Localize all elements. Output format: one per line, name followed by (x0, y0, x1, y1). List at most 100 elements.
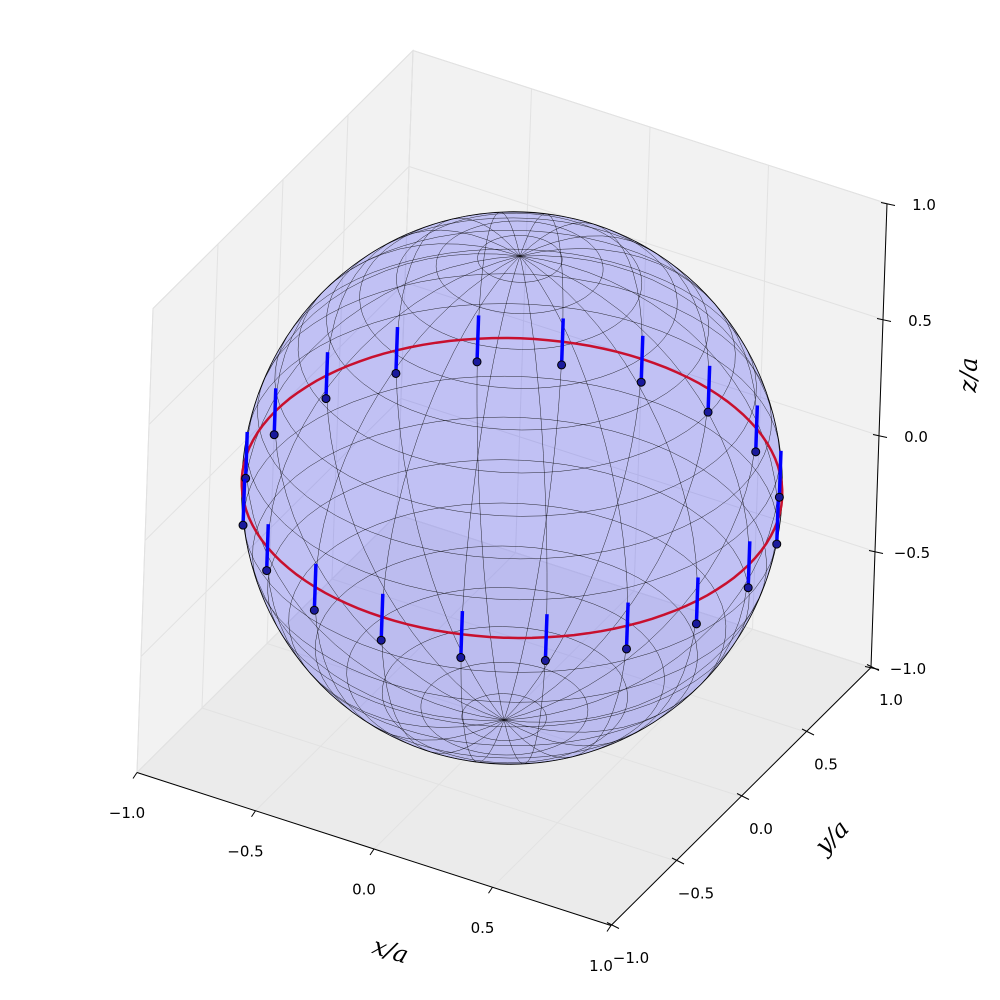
tick-mark (369, 848, 375, 856)
tick-mark (606, 925, 612, 932)
tick-mark (801, 728, 815, 736)
z-axis-label: z/a (954, 357, 983, 394)
x-tick-label: 1.0 (589, 957, 613, 975)
x-tick-label: −1.0 (109, 804, 145, 822)
sphere-parallel (267, 459, 750, 728)
point (772, 539, 782, 549)
sphere-parallel (314, 545, 698, 759)
point (309, 605, 319, 615)
sphere-parallel (252, 416, 767, 703)
sphere-parallel (461, 693, 547, 741)
x-axis-label: x/a (369, 932, 412, 970)
vector (394, 326, 400, 374)
point (262, 566, 272, 576)
point (456, 653, 466, 663)
point (540, 656, 550, 666)
tick-mark (868, 550, 884, 554)
y-tick-label: 0.5 (814, 756, 838, 774)
vector (243, 431, 249, 479)
sphere-parallel (246, 303, 781, 601)
point (269, 430, 279, 440)
point (691, 619, 701, 629)
grid-line (152, 49, 888, 309)
tick-mark (872, 434, 888, 438)
y-axis-label: y/a (809, 814, 855, 860)
point (703, 407, 713, 417)
x-tick-label: 0.0 (352, 881, 376, 899)
vector (746, 541, 752, 588)
point (472, 357, 482, 367)
vector (624, 602, 630, 650)
tick-mark (671, 857, 685, 865)
sphere-parallel (243, 375, 778, 673)
vector (379, 593, 385, 641)
grid-line (136, 513, 872, 773)
tick-mark (876, 318, 892, 322)
sphere-parallel (477, 235, 563, 283)
point (557, 360, 567, 370)
tick-mark (736, 793, 750, 800)
y-axis-line (610, 667, 872, 926)
vector (753, 405, 760, 452)
point (238, 520, 248, 530)
sphere-surface (241, 211, 783, 765)
vector (459, 611, 465, 658)
z-tick-label: 0.0 (904, 428, 928, 446)
tick-mark (864, 666, 880, 670)
sphere-parallel (297, 230, 736, 474)
tick-mark (606, 922, 620, 929)
grid-line (148, 165, 884, 425)
z-axis-line (870, 203, 888, 668)
x-tick-label: 0.5 (471, 919, 495, 937)
x-tick-label: −0.5 (227, 842, 263, 860)
vector (264, 524, 271, 571)
tick-mark (251, 810, 256, 818)
sphere-parallel (257, 273, 772, 560)
grid-line (140, 397, 876, 657)
point (321, 394, 331, 404)
point (774, 492, 784, 502)
vector (639, 335, 645, 383)
vector (694, 577, 700, 624)
vector (312, 563, 318, 611)
tick-mark (132, 772, 138, 779)
vector (475, 315, 481, 362)
z-tick-label: −1.0 (890, 660, 926, 678)
vector (559, 318, 565, 365)
y-tick-label: 1.0 (879, 691, 903, 709)
sphere-parallel (346, 587, 665, 765)
vector (706, 365, 712, 413)
vector (543, 614, 549, 661)
vector (777, 450, 783, 498)
point (636, 377, 646, 387)
vector (272, 388, 278, 435)
sphere-parallel (359, 211, 678, 389)
vector (324, 352, 330, 399)
sphere (241, 211, 783, 765)
tick-mark (880, 202, 896, 206)
point (743, 583, 753, 593)
point (751, 447, 761, 457)
vector (775, 497, 781, 545)
data (238, 315, 784, 666)
z-tick-label: −0.5 (894, 544, 930, 562)
y-tick-label: 0.0 (749, 820, 773, 838)
x-axis-line (136, 772, 612, 926)
z-tick-label: 1.0 (912, 196, 936, 214)
sphere-parallel (274, 248, 757, 517)
sphere-parallel (381, 626, 628, 764)
tick-mark (488, 886, 493, 894)
y-tick-label: −1.0 (613, 949, 649, 967)
point (391, 368, 401, 378)
sphere-parallel (420, 662, 589, 756)
z-tick-label: 0.5 (908, 312, 932, 330)
grid-line (144, 281, 880, 541)
point (376, 635, 386, 645)
vector (241, 478, 247, 526)
sphere-parallel (288, 502, 727, 746)
point (621, 644, 631, 654)
axes: −1.0−0.50.00.51.0 −1.0−0.50.00.51.0−1.0−0… (109, 196, 936, 975)
y-tick-label: −0.5 (678, 885, 714, 903)
sphere-parallel (435, 220, 604, 314)
